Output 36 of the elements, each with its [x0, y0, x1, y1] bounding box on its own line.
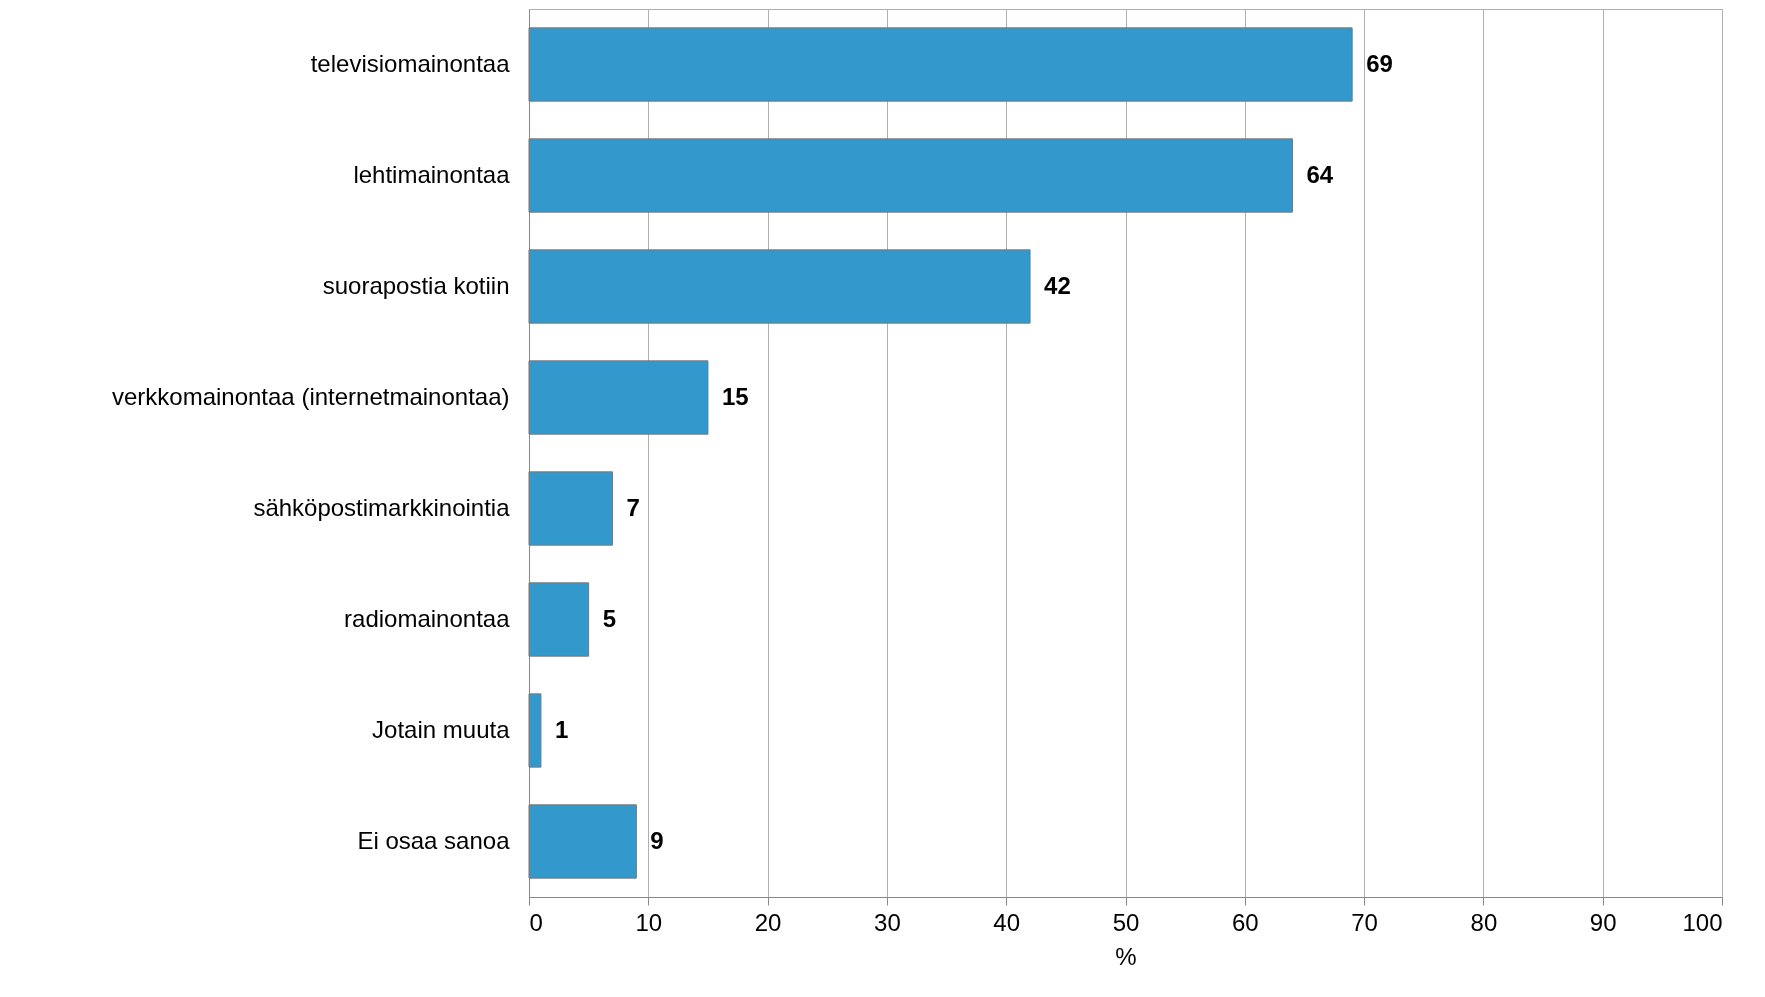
- x-tick-label: 90: [1589, 908, 1617, 936]
- x-tick-label: 80: [1470, 908, 1498, 936]
- bar: [528, 360, 709, 435]
- y-tick-label: verkkomainontaa (internetmainontaa): [111, 382, 510, 410]
- data-label: 1: [554, 715, 569, 743]
- x-tick-label: 0: [529, 908, 543, 936]
- data-label: 5: [602, 604, 617, 632]
- x-tick-label: 40: [993, 908, 1021, 936]
- data-label: 9: [650, 826, 664, 854]
- x-tick-label: 30: [874, 908, 901, 936]
- bar: [528, 471, 614, 546]
- bar: [528, 27, 1353, 102]
- data-label: 69: [1366, 49, 1393, 77]
- y-tick-label: Jotain muuta: [372, 715, 511, 743]
- bar: [528, 582, 590, 657]
- data-label: 42: [1044, 271, 1071, 299]
- bar: [528, 804, 637, 879]
- y-tick-label: suorapostia kotiin: [322, 271, 510, 299]
- x-tick-label: 50: [1112, 908, 1140, 936]
- y-tick-label: televisiomainontaa: [310, 49, 511, 77]
- data-label: 15: [721, 382, 749, 410]
- x-tick-label: 60: [1231, 908, 1259, 936]
- y-tick-label: Ei osaa sanoa: [357, 826, 511, 854]
- x-tick-label: 100: [1682, 908, 1723, 936]
- y-tick-label: lehtimainontaa: [353, 160, 511, 188]
- x-tick-label: 70: [1351, 908, 1378, 936]
- y-tick-label: radiomainontaa: [344, 604, 511, 632]
- data-label: 64: [1306, 160, 1334, 188]
- bar: [528, 693, 542, 768]
- x-axis-title: %: [1115, 942, 1137, 970]
- x-tick-label: 20: [754, 908, 782, 936]
- bar: [528, 138, 1294, 213]
- y-tick-label: sähköpostimarkkinointia: [253, 493, 511, 521]
- bar: [528, 249, 1031, 324]
- x-tick-label: 10: [635, 908, 663, 936]
- data-label: 7: [626, 493, 640, 521]
